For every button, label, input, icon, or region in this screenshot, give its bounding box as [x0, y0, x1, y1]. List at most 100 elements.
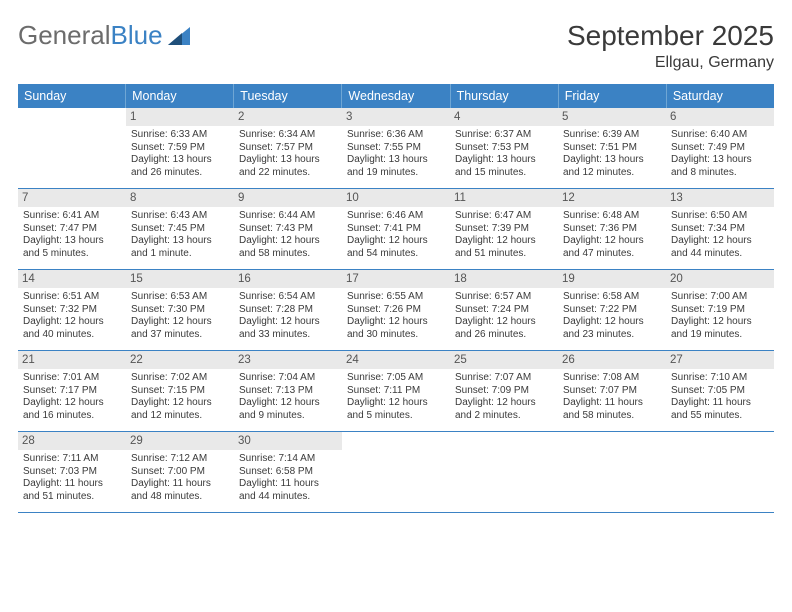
day-cell: 26Sunrise: 7:08 AMSunset: 7:07 PMDayligh…: [558, 351, 666, 431]
sunrise-text: Sunrise: 7:08 AM: [563, 372, 661, 385]
day-number: 9: [234, 189, 342, 207]
title-block: September 2025 Ellgau, Germany: [567, 20, 774, 72]
sunrise-text: Sunrise: 6:36 AM: [347, 129, 445, 142]
daylight-text: Daylight: 12 hours: [239, 316, 337, 329]
sunrise-text: Sunrise: 6:34 AM: [239, 129, 337, 142]
brand-part2: Blue: [111, 20, 163, 51]
day-cell: [558, 432, 666, 512]
daylight-text: and 26 minutes.: [131, 167, 229, 180]
day-cell: [666, 432, 774, 512]
sunrise-text: Sunrise: 6:39 AM: [563, 129, 661, 142]
weekday-header: Sunday: [18, 84, 126, 108]
sunrise-text: Sunrise: 7:10 AM: [671, 372, 769, 385]
daylight-text: Daylight: 12 hours: [347, 235, 445, 248]
day-cell: 19Sunrise: 6:58 AMSunset: 7:22 PMDayligh…: [558, 270, 666, 350]
day-number: 12: [558, 189, 666, 207]
sunrise-text: Sunrise: 7:11 AM: [23, 453, 121, 466]
day-cell: 3Sunrise: 6:36 AMSunset: 7:55 PMDaylight…: [342, 108, 450, 188]
sunrise-text: Sunrise: 6:50 AM: [671, 210, 769, 223]
sunset-text: Sunset: 7:49 PM: [671, 142, 769, 155]
sail-icon: [166, 25, 192, 47]
daylight-text: Daylight: 12 hours: [23, 397, 121, 410]
sunset-text: Sunset: 7:57 PM: [239, 142, 337, 155]
daylight-text: and 12 minutes.: [563, 167, 661, 180]
daylight-text: Daylight: 11 hours: [563, 397, 661, 410]
sunrise-text: Sunrise: 6:54 AM: [239, 291, 337, 304]
sunrise-text: Sunrise: 6:47 AM: [455, 210, 553, 223]
sunrise-text: Sunrise: 6:53 AM: [131, 291, 229, 304]
day-cell: 4Sunrise: 6:37 AMSunset: 7:53 PMDaylight…: [450, 108, 558, 188]
daylight-text: Daylight: 13 hours: [563, 154, 661, 167]
daylight-text: Daylight: 11 hours: [671, 397, 769, 410]
daylight-text: Daylight: 12 hours: [671, 316, 769, 329]
day-number: 5: [558, 108, 666, 126]
day-cell: 17Sunrise: 6:55 AMSunset: 7:26 PMDayligh…: [342, 270, 450, 350]
day-number: 3: [342, 108, 450, 126]
daylight-text: and 23 minutes.: [563, 329, 661, 342]
day-cell: 1Sunrise: 6:33 AMSunset: 7:59 PMDaylight…: [126, 108, 234, 188]
day-cell: 7Sunrise: 6:41 AMSunset: 7:47 PMDaylight…: [18, 189, 126, 269]
sunset-text: Sunset: 7:24 PM: [455, 304, 553, 317]
day-number: 6: [666, 108, 774, 126]
sunset-text: Sunset: 7:41 PM: [347, 223, 445, 236]
day-number: 18: [450, 270, 558, 288]
weekday-header-row: Sunday Monday Tuesday Wednesday Thursday…: [18, 84, 774, 108]
day-cell: 13Sunrise: 6:50 AMSunset: 7:34 PMDayligh…: [666, 189, 774, 269]
sunset-text: Sunset: 7:36 PM: [563, 223, 661, 236]
day-cell: 8Sunrise: 6:43 AMSunset: 7:45 PMDaylight…: [126, 189, 234, 269]
day-cell: 11Sunrise: 6:47 AMSunset: 7:39 PMDayligh…: [450, 189, 558, 269]
daylight-text: Daylight: 11 hours: [239, 478, 337, 491]
day-cell: 21Sunrise: 7:01 AMSunset: 7:17 PMDayligh…: [18, 351, 126, 431]
sunset-text: Sunset: 7:09 PM: [455, 385, 553, 398]
sunset-text: Sunset: 7:47 PM: [23, 223, 121, 236]
sunrise-text: Sunrise: 6:51 AM: [23, 291, 121, 304]
day-cell: 22Sunrise: 7:02 AMSunset: 7:15 PMDayligh…: [126, 351, 234, 431]
sunset-text: Sunset: 7:30 PM: [131, 304, 229, 317]
day-cell: 29Sunrise: 7:12 AMSunset: 7:00 PMDayligh…: [126, 432, 234, 512]
daylight-text: and 1 minute.: [131, 248, 229, 261]
daylight-text: Daylight: 12 hours: [671, 235, 769, 248]
daylight-text: and 5 minutes.: [347, 410, 445, 423]
header: GeneralBlue September 2025 Ellgau, Germa…: [18, 20, 774, 72]
day-cell: 18Sunrise: 6:57 AMSunset: 7:24 PMDayligh…: [450, 270, 558, 350]
sunrise-text: Sunrise: 7:01 AM: [23, 372, 121, 385]
sunset-text: Sunset: 7:13 PM: [239, 385, 337, 398]
sunrise-text: Sunrise: 7:00 AM: [671, 291, 769, 304]
daylight-text: Daylight: 12 hours: [455, 397, 553, 410]
sunset-text: Sunset: 7:22 PM: [563, 304, 661, 317]
day-number: 21: [18, 351, 126, 369]
weekday-header: Saturday: [667, 84, 774, 108]
daylight-text: Daylight: 12 hours: [455, 316, 553, 329]
day-number: 29: [126, 432, 234, 450]
day-cell: 2Sunrise: 6:34 AMSunset: 7:57 PMDaylight…: [234, 108, 342, 188]
daylight-text: and 47 minutes.: [563, 248, 661, 261]
day-number: 15: [126, 270, 234, 288]
brand-logo: GeneralBlue: [18, 20, 192, 51]
daylight-text: Daylight: 13 hours: [131, 235, 229, 248]
sunset-text: Sunset: 6:58 PM: [239, 466, 337, 479]
daylight-text: Daylight: 13 hours: [455, 154, 553, 167]
daylight-text: and 26 minutes.: [455, 329, 553, 342]
weeks-container: 1Sunrise: 6:33 AMSunset: 7:59 PMDaylight…: [18, 108, 774, 513]
daylight-text: and 44 minutes.: [671, 248, 769, 261]
sunrise-text: Sunrise: 6:48 AM: [563, 210, 661, 223]
daylight-text: and 12 minutes.: [131, 410, 229, 423]
sunset-text: Sunset: 7:55 PM: [347, 142, 445, 155]
daylight-text: and 51 minutes.: [23, 491, 121, 504]
daylight-text: Daylight: 11 hours: [131, 478, 229, 491]
sunset-text: Sunset: 7:43 PM: [239, 223, 337, 236]
day-number: 20: [666, 270, 774, 288]
sunrise-text: Sunrise: 6:40 AM: [671, 129, 769, 142]
daylight-text: Daylight: 12 hours: [239, 397, 337, 410]
day-cell: 24Sunrise: 7:05 AMSunset: 7:11 PMDayligh…: [342, 351, 450, 431]
daylight-text: and 19 minutes.: [671, 329, 769, 342]
day-number: 8: [126, 189, 234, 207]
sunrise-text: Sunrise: 6:46 AM: [347, 210, 445, 223]
daylight-text: and 37 minutes.: [131, 329, 229, 342]
weekday-header: Friday: [559, 84, 667, 108]
day-number: 2: [234, 108, 342, 126]
calendar-page: GeneralBlue September 2025 Ellgau, Germa…: [0, 0, 792, 523]
daylight-text: Daylight: 13 hours: [131, 154, 229, 167]
daylight-text: Daylight: 12 hours: [455, 235, 553, 248]
day-cell: 25Sunrise: 7:07 AMSunset: 7:09 PMDayligh…: [450, 351, 558, 431]
